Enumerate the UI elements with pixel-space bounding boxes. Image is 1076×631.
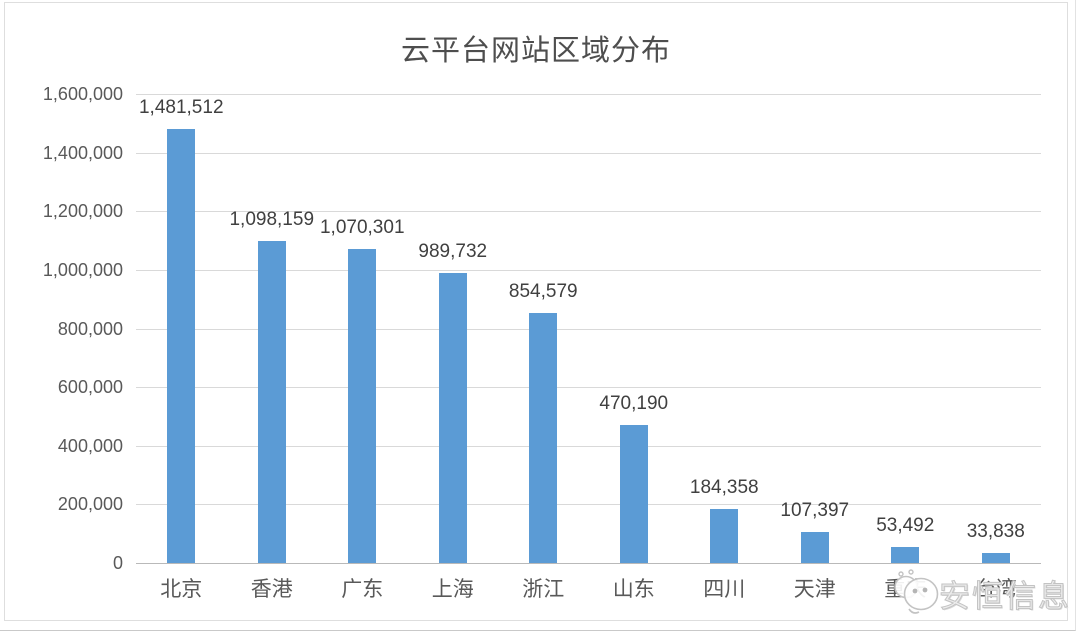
x-category-label: 重庆	[884, 578, 927, 601]
x-category-label: 广东	[341, 578, 384, 601]
bar-浙江	[529, 313, 558, 563]
bar-value-label: 989,732	[418, 241, 488, 262]
bar-广东	[348, 249, 377, 563]
y-tick-label: 0	[112, 553, 123, 573]
plot-area: 1,481,512 1,098,159 1,070,301 989,732 854,57…	[136, 94, 1041, 564]
gridline	[136, 445, 1041, 447]
x-category-label: 浙江	[522, 578, 565, 601]
y-tick-label: 1,600,000	[42, 84, 123, 104]
bar-value-label: 33,838	[966, 521, 1025, 542]
bar-重庆	[891, 547, 920, 563]
bar-value-label: 53,492	[876, 515, 935, 536]
y-tick-label: 1,000,000	[42, 259, 123, 280]
bar-天津	[800, 532, 829, 563]
y-tick-label: 800,000	[57, 318, 123, 339]
x-axis-line	[136, 563, 1041, 564]
x-category-label: 北京	[160, 578, 203, 601]
chart-title: 云平台网站区域分布	[400, 35, 671, 67]
bar-山东	[619, 425, 648, 563]
x-axis-category-labels: 北京 香港 广东 上海 浙江 山东 四川 天津 重庆 台湾	[136, 577, 1041, 607]
chart-frame: 云平台网站区域分布 0 200,000 400,000 600,000 800,000 1…	[4, 2, 1070, 621]
bar-value-label: 1,098,159	[229, 209, 315, 230]
bar-value-label: 1,070,301	[319, 217, 405, 238]
gridline	[136, 152, 1041, 154]
bar-value-label: 184,358	[689, 477, 759, 498]
bar-value-label: 854,579	[508, 281, 578, 302]
x-category-label: 香港	[250, 578, 293, 601]
y-tick-label: 600,000	[57, 377, 123, 398]
x-category-label: 上海	[431, 578, 474, 601]
bar-北京	[167, 129, 196, 563]
bar-value-label: 470,190	[599, 393, 669, 414]
gridline	[136, 504, 1041, 506]
y-tick-label: 200,000	[57, 494, 123, 515]
bar-上海	[438, 273, 467, 563]
y-tick-label: 400,000	[57, 435, 123, 456]
bar-value-label: 1,481,512	[138, 97, 224, 118]
bar-value-label: 107,397	[780, 500, 850, 521]
y-tick-label: 1,400,000	[42, 142, 123, 163]
gridline	[136, 94, 1041, 95]
x-category-label: 台湾	[974, 578, 1017, 601]
gridline	[136, 211, 1041, 213]
gridline	[136, 269, 1041, 271]
bar-香港	[257, 241, 286, 563]
x-category-label: 山东	[612, 578, 655, 601]
x-category-label: 四川	[703, 578, 746, 601]
y-axis-tick-labels: 0 200,000 400,000 600,000 800,000 1,000,000 1,…	[5, 84, 123, 573]
x-category-label: 天津	[793, 578, 836, 601]
y-tick-label: 1,200,000	[42, 201, 123, 222]
gridline	[136, 387, 1041, 389]
bar-台湾	[981, 553, 1010, 563]
gridline	[136, 328, 1041, 330]
bar-四川	[710, 509, 739, 563]
